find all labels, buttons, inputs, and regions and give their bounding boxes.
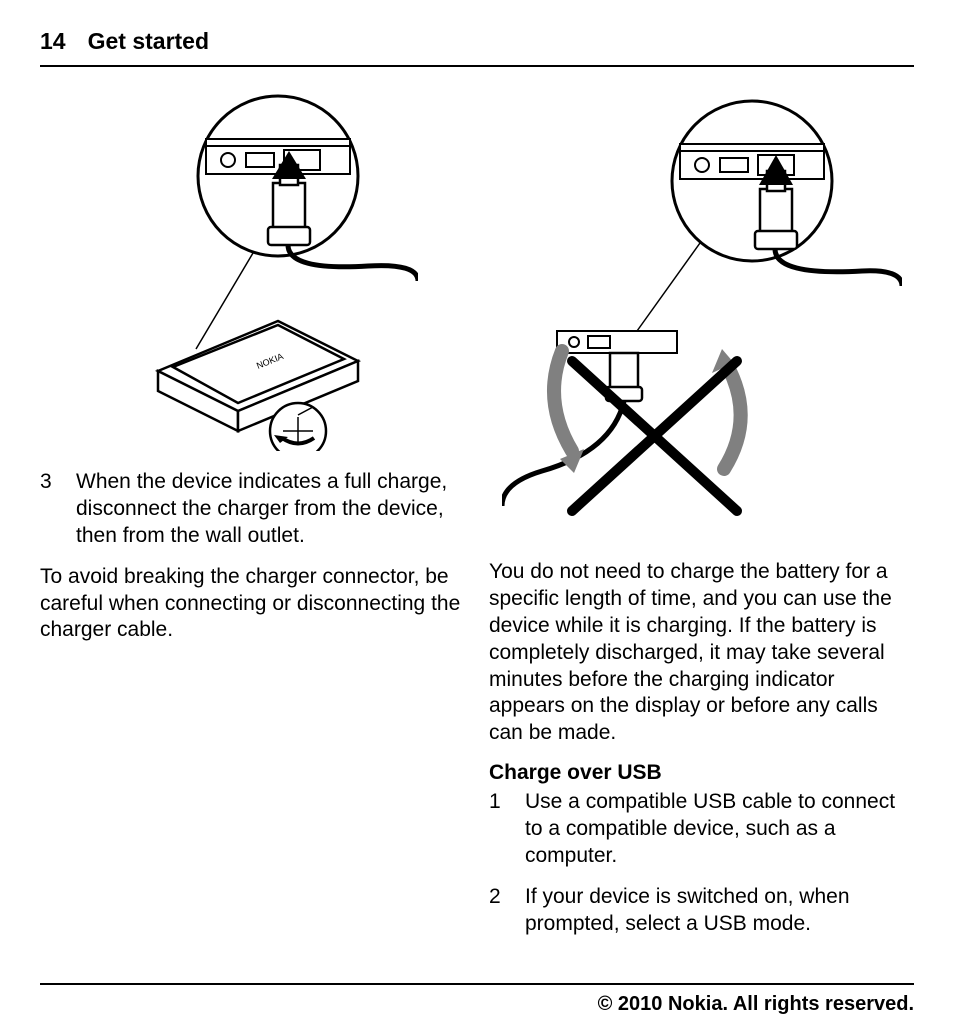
right-column: You do not need to charge the battery fo… bbox=[489, 91, 914, 952]
copyright-text: © 2010 Nokia. All rights reserved. bbox=[598, 993, 914, 1015]
usb-step-1: 1 Use a compatible USB cable to connect … bbox=[489, 789, 914, 870]
usb-step-2: 2 If your device is switched on, when pr… bbox=[489, 884, 914, 938]
step-number: 2 bbox=[489, 884, 503, 938]
step-3: 3 When the device indicates a full charg… bbox=[40, 469, 465, 550]
step-text: Use a compatible USB cable to connect to… bbox=[525, 789, 914, 870]
figure-charger-device: NOKIA bbox=[40, 91, 465, 451]
left-paragraph: To avoid breaking the charger connector,… bbox=[40, 564, 465, 645]
left-column: NOKIA bbox=[40, 91, 465, 952]
step-number: 3 bbox=[40, 469, 54, 550]
page-footer: © 2010 Nokia. All rights reserved. bbox=[40, 983, 914, 1016]
content-columns: NOKIA bbox=[40, 91, 914, 952]
page-header: 14 Get started bbox=[40, 28, 914, 67]
page-number: 14 bbox=[40, 28, 66, 55]
step-text: If your device is switched on, when prom… bbox=[525, 884, 914, 938]
section-title: Get started bbox=[88, 28, 209, 55]
step-number: 1 bbox=[489, 789, 503, 870]
step-text: When the device indicates a full charge,… bbox=[76, 469, 465, 550]
subheading-charge-usb: Charge over USB bbox=[489, 761, 914, 785]
right-paragraph: You do not need to charge the battery fo… bbox=[489, 559, 914, 747]
figure-usb-warning bbox=[489, 91, 914, 541]
